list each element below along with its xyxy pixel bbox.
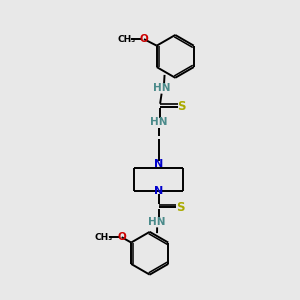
Text: HN: HN (150, 117, 167, 127)
Text: HN: HN (153, 83, 170, 93)
Text: N: N (154, 186, 163, 196)
Text: O: O (140, 34, 148, 44)
Text: CH₃: CH₃ (95, 233, 113, 242)
Text: HN: HN (148, 217, 166, 227)
Text: CH₃: CH₃ (117, 34, 136, 43)
Text: O: O (117, 232, 126, 242)
Text: S: S (176, 201, 184, 214)
Text: S: S (177, 100, 186, 113)
Text: N: N (154, 159, 163, 169)
